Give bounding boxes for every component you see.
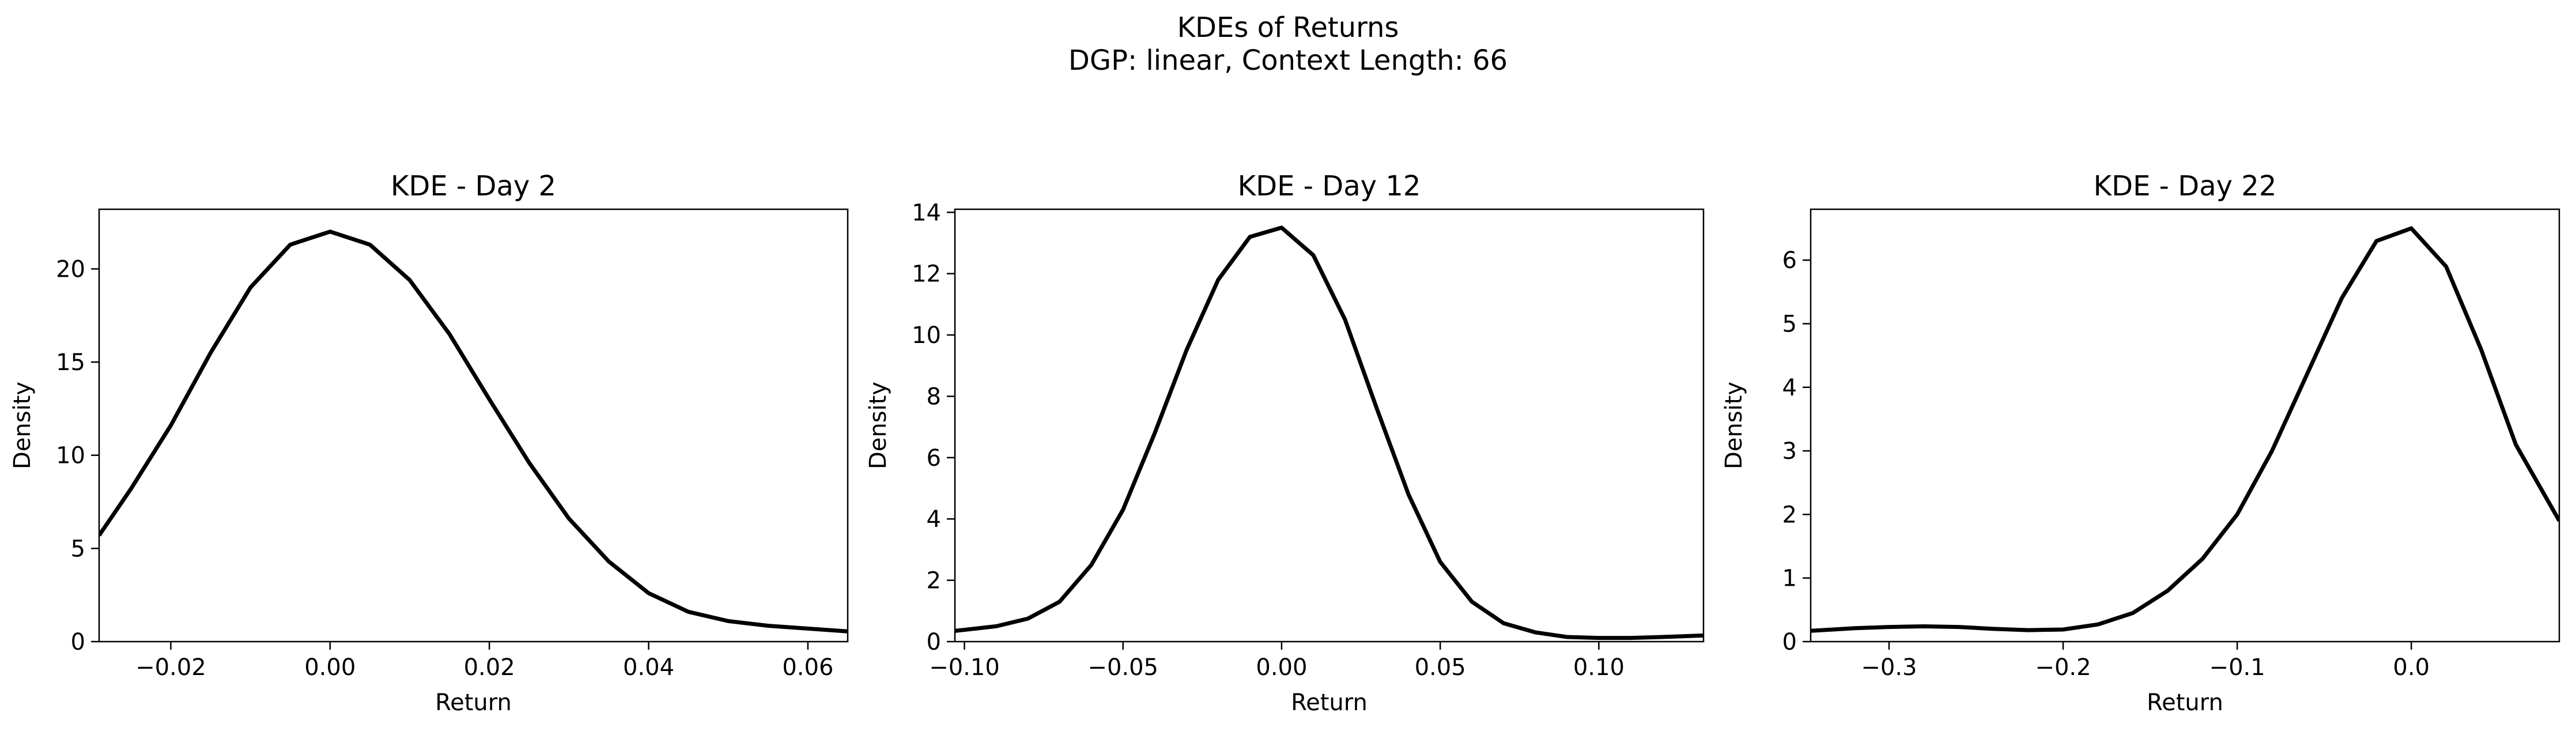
x-tick-label: 0.00 — [1256, 654, 1307, 681]
y-axis-label: Density — [865, 382, 892, 469]
y-axis-label: Density — [1721, 382, 1747, 469]
y-tick-label: 3 — [1782, 438, 1797, 465]
x-tick-label: −0.3 — [1861, 654, 1917, 681]
y-tick-label: 8 — [927, 383, 941, 410]
figure-subtitle: DGP: linear, Context Length: 66 — [1068, 44, 1508, 77]
y-tick-label: 20 — [56, 256, 85, 282]
x-tick-label: 0.02 — [464, 654, 515, 681]
x-tick-label: −0.10 — [929, 654, 1000, 681]
figure-title: KDEs of Returns — [1177, 12, 1399, 44]
axes-frame — [98, 208, 849, 643]
x-tick-label: 0.05 — [1415, 654, 1466, 681]
y-tick-label: 0 — [927, 629, 941, 655]
x-tick-label: −0.1 — [2209, 654, 2265, 681]
y-axis-label: Density — [9, 382, 36, 469]
x-tick-label: 0.06 — [782, 654, 833, 681]
y-tick-label: 2 — [927, 568, 941, 594]
x-axis-label: Return — [435, 689, 512, 716]
subplot-title: KDE - Day 22 — [2094, 170, 2277, 202]
subplot-3: −0.3 −0.2 −0.1 0.0 0 1 2 3 4 5 6 KDE - Day 22 Return… — [1721, 170, 2560, 716]
subplot-title: KDE - Day 12 — [1238, 170, 1421, 202]
y-tick-label: 14 — [912, 199, 941, 226]
kde-line-1 — [99, 229, 848, 634]
axes-frame — [1810, 208, 2560, 643]
subplot-title: KDE - Day 2 — [391, 170, 556, 202]
y-tick-label: 4 — [927, 506, 941, 533]
subplot-1: −0.02 0.00 0.02 0.04 0.06 0 5 10 15 20 KDE - Day 2… — [9, 170, 849, 716]
x-axis-label: Return — [2147, 689, 2223, 716]
axes-frame — [954, 208, 1705, 643]
x-tick-label: −0.05 — [1087, 654, 1158, 681]
y-tick-label: 6 — [1782, 247, 1797, 274]
kde-line-1 — [1811, 226, 2559, 633]
x-tick-label: −0.2 — [2035, 654, 2091, 681]
x-tick-label: −0.02 — [135, 654, 206, 681]
kde-line-1 — [955, 225, 1704, 640]
y-tick-label: 6 — [927, 445, 941, 472]
y-tick-label: 12 — [912, 261, 941, 288]
y-tick-label: 4 — [1782, 375, 1797, 401]
subplot-2: −0.10 −0.05 0.00 0.05 0.10 0 2 4 6 8 10 12 14 KDE - D… — [865, 170, 1705, 716]
y-tick-label: 2 — [1782, 502, 1797, 528]
y-tick-label: 15 — [56, 349, 85, 376]
y-tick-label: 5 — [71, 536, 85, 562]
x-axis-label: Return — [1291, 689, 1368, 716]
y-tick-label: 0 — [1782, 629, 1797, 655]
y-tick-label: 5 — [1782, 311, 1797, 338]
x-tick-label: 0.0 — [2393, 654, 2430, 681]
x-tick-label: 0.04 — [623, 654, 674, 681]
y-tick-label: 1 — [1782, 566, 1797, 592]
y-tick-label: 0 — [71, 629, 85, 655]
x-tick-label: 0.10 — [1573, 654, 1625, 681]
y-tick-label: 10 — [912, 322, 941, 349]
x-tick-label: 0.00 — [304, 654, 356, 681]
y-tick-label: 10 — [56, 443, 85, 469]
